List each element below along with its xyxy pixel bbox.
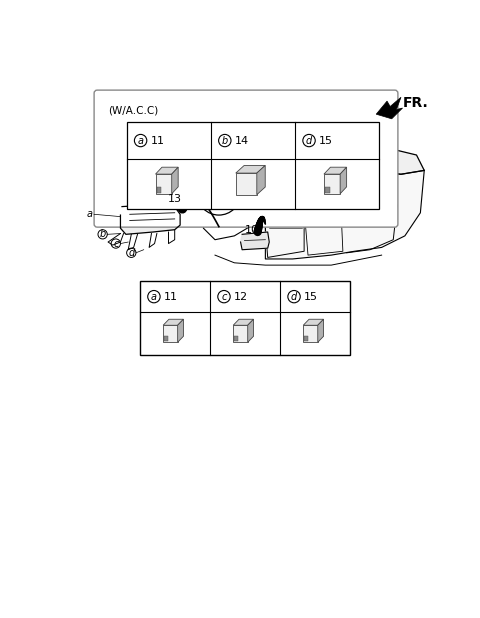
FancyBboxPatch shape bbox=[236, 173, 257, 195]
Text: c: c bbox=[113, 239, 119, 248]
Polygon shape bbox=[236, 166, 265, 173]
Polygon shape bbox=[223, 137, 424, 174]
Text: 12: 12 bbox=[234, 292, 248, 302]
Polygon shape bbox=[248, 320, 253, 342]
Text: 10: 10 bbox=[245, 225, 259, 235]
FancyBboxPatch shape bbox=[127, 122, 379, 209]
Text: 15: 15 bbox=[304, 292, 318, 302]
FancyBboxPatch shape bbox=[156, 174, 172, 194]
FancyBboxPatch shape bbox=[325, 187, 330, 193]
Text: b: b bbox=[99, 229, 106, 239]
Text: a: a bbox=[151, 292, 157, 302]
FancyBboxPatch shape bbox=[163, 325, 178, 342]
Text: 11: 11 bbox=[164, 292, 178, 302]
FancyBboxPatch shape bbox=[156, 187, 161, 193]
Polygon shape bbox=[262, 165, 424, 259]
Text: 14: 14 bbox=[235, 135, 249, 146]
Polygon shape bbox=[156, 167, 178, 174]
Text: FR.: FR. bbox=[403, 96, 428, 110]
Text: 15: 15 bbox=[319, 135, 333, 146]
FancyBboxPatch shape bbox=[324, 174, 340, 194]
Polygon shape bbox=[178, 320, 183, 342]
Polygon shape bbox=[240, 232, 269, 250]
Text: b: b bbox=[222, 135, 228, 146]
Text: d: d bbox=[128, 248, 134, 258]
Polygon shape bbox=[233, 320, 253, 325]
FancyBboxPatch shape bbox=[304, 336, 308, 341]
Polygon shape bbox=[172, 167, 178, 194]
FancyBboxPatch shape bbox=[164, 336, 168, 341]
Text: 13: 13 bbox=[168, 194, 182, 204]
Text: a: a bbox=[86, 210, 93, 219]
FancyBboxPatch shape bbox=[140, 281, 350, 355]
Polygon shape bbox=[324, 167, 347, 174]
Text: d: d bbox=[291, 292, 297, 302]
Text: a: a bbox=[138, 135, 144, 146]
Polygon shape bbox=[303, 320, 324, 325]
Text: c: c bbox=[221, 292, 227, 302]
Polygon shape bbox=[163, 320, 183, 325]
Polygon shape bbox=[257, 166, 265, 195]
FancyBboxPatch shape bbox=[234, 336, 238, 341]
Text: 11: 11 bbox=[151, 135, 165, 146]
Polygon shape bbox=[318, 320, 324, 342]
Polygon shape bbox=[120, 203, 180, 234]
Polygon shape bbox=[340, 167, 347, 194]
Text: d: d bbox=[306, 135, 312, 146]
Text: (W/A.C.C): (W/A.C.C) bbox=[108, 106, 158, 116]
Polygon shape bbox=[376, 97, 403, 119]
FancyBboxPatch shape bbox=[303, 325, 318, 342]
FancyBboxPatch shape bbox=[233, 325, 248, 342]
FancyBboxPatch shape bbox=[94, 90, 398, 227]
